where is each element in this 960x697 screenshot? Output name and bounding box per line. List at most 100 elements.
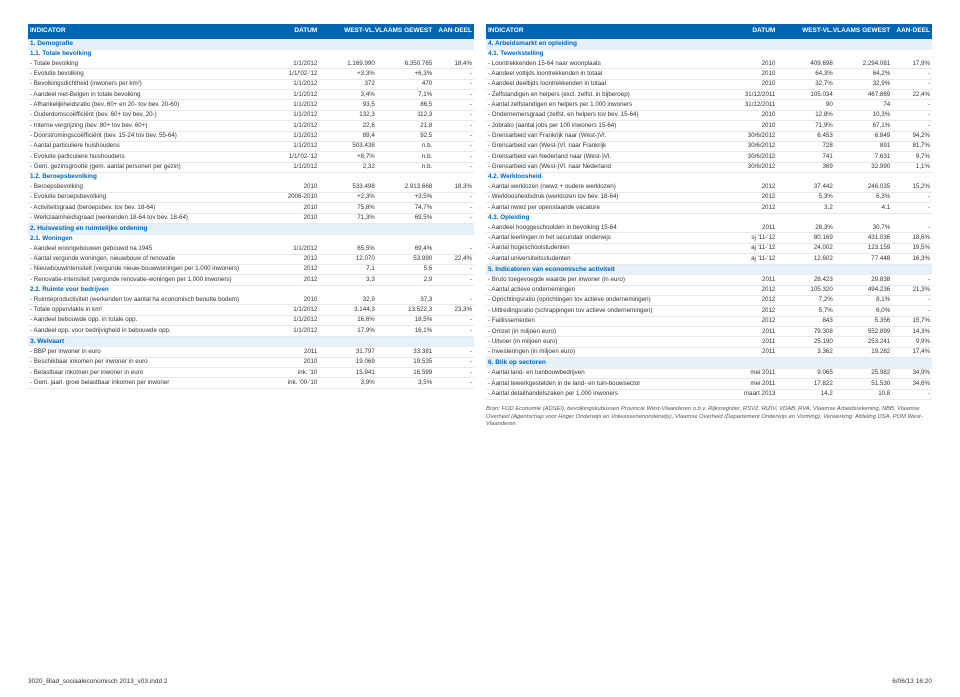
table-row: - Aantal vergunde woningen, nieuwbouw of… [28, 255, 474, 265]
cell: - Aandeel opp. voor bedrijvigheid in beb… [30, 327, 264, 335]
cell: - Interne vergrijzing (bev. 80+ tov bev.… [30, 122, 264, 130]
cell: 30/6/2012 [722, 132, 775, 140]
cell: 28.423 [775, 276, 832, 284]
cell: 105.320 [775, 286, 832, 294]
cell: 2010 [722, 70, 775, 78]
cell: - Jobratio (aantal jobs per 100 inwoners… [488, 122, 722, 130]
cell: 31/12/2011 [722, 91, 775, 99]
cell: - Aandeel hooggeschoolden in bevolking 1… [488, 224, 722, 232]
cell: mei 2011 [722, 369, 775, 377]
footer: 3020_Blad_sociaaleconomisch 2013_v03.ind… [28, 678, 932, 685]
table-row: - Investeringen (in miljoen euro)20113.3… [486, 348, 932, 358]
cell: ink. '10 [264, 369, 317, 377]
table-row: - Ouderdomscoëfficiënt (bev. 60+ tov bev… [28, 111, 474, 121]
cell: - Bevolkingsdichtheid (inwoners per km²) [30, 80, 264, 88]
cell: - [432, 245, 472, 253]
table-row: - Renovatie-intensiteit (vergunde renova… [28, 275, 474, 285]
cell: - Doorstromingscoëfficiënt (bev. 15-24 t… [30, 132, 264, 140]
cell: 22,4% [890, 91, 930, 99]
cell: 12.070 [317, 255, 374, 263]
table-row: - Evolutie bevolking1/1/'02-'12+3,3%+6,3… [28, 69, 474, 79]
table-row: - Evolutie particuliere huishoudens1/1/'… [28, 152, 474, 162]
cell: 1/1/2012 [264, 327, 317, 335]
cell: - Aandeel woongebouwen gebouwd na 1945 [30, 245, 264, 253]
cell: 2,32 [317, 163, 374, 171]
cell: 2010 [264, 214, 317, 222]
cell: - Werkloosheidsdruk (werklozen tov bev. … [488, 193, 722, 201]
table-row: - Ruimteproductiviteit (werkenden tov aa… [28, 295, 474, 305]
cell: 81,7% [890, 142, 930, 150]
hdr-datum: DATUM [264, 27, 317, 36]
cell: - [432, 193, 472, 201]
table-row: - Aandeel niet-Belgen in totale bevolkin… [28, 90, 474, 100]
cell: 2010 [264, 204, 317, 212]
source-text: Bron: FOD Economie (ADSEI), bevolkingsku… [486, 406, 932, 429]
cell: 246.035 [833, 183, 890, 191]
cell: 132,3 [317, 111, 374, 119]
cell: 29.838 [833, 276, 890, 284]
cell: - Aantal particuliere huishoudens [30, 142, 264, 150]
table-row: - Grensarbeid van Nederland naar (West-)… [486, 152, 932, 162]
table-row: - Aandeel voltijds loontrekkenden in tot… [486, 69, 932, 79]
cell: 533.498 [317, 183, 374, 191]
table-row: - Aantal hogeschoolstudentenaj '11-'1224… [486, 244, 932, 254]
section-3: 3. Welvaart [28, 337, 474, 348]
cell: - Uitvoer (in miljoen euro) [488, 338, 722, 346]
cell: 33.381 [375, 348, 432, 356]
cell: - Nieuwbouwintensiteit (vergunde nieuw-b… [30, 265, 264, 273]
cell: - Aantal werklozen (nwwz + oudere werklo… [488, 183, 722, 191]
right-column: INDICATOR DATUM WEST-VL. VLAAMS GEWEST A… [486, 24, 932, 429]
cell: - Aantal leerlingen in het secundair ond… [488, 234, 722, 242]
cell: 90 [775, 101, 832, 109]
cell: 1/1/2012 [264, 60, 317, 68]
cell: 31.797 [317, 348, 374, 356]
table-row: - Totale bevolking1/1/20121.169.9906.350… [28, 59, 474, 69]
table-row: - Doorstromingscoëfficiënt (bev. 15-24 t… [28, 132, 474, 142]
cell: 5.356 [833, 317, 890, 325]
cell: - [432, 132, 472, 140]
cell: 4,1 [833, 204, 890, 212]
cell: 16,6% [317, 316, 374, 324]
cell: - Aantal land- en tuinbouwbedrijven [488, 369, 722, 377]
cell: - [432, 348, 472, 356]
cell: n.b. [375, 142, 432, 150]
cell: 18,4% [432, 60, 472, 68]
cell: 1/1/2012 [264, 142, 317, 150]
cell: - [432, 214, 472, 222]
cell: 19.069 [317, 358, 374, 366]
cell: 1/1/2012 [264, 163, 317, 171]
cell: - [432, 70, 472, 78]
cell: 51.530 [833, 380, 890, 388]
section-1: 1. Demografie [28, 39, 474, 50]
cell: 69,5% [375, 214, 432, 222]
cell: - [432, 379, 472, 387]
cell: - Aandeel deeltijds loontrekkenden in to… [488, 80, 722, 88]
cell: 6.453 [775, 132, 832, 140]
table-row: - Beschikbaar inkomen per inwoner in eur… [28, 358, 474, 368]
cell: - [432, 369, 472, 377]
cell: 5,7% [775, 307, 832, 315]
table-row: - Aantal tewerkgestelden in de land- en … [486, 379, 932, 389]
cell: 2011 [722, 348, 775, 356]
cell: - Beschikbaar inkomen per inwoner in eur… [30, 358, 264, 366]
cell: 37,3 [375, 296, 432, 304]
cell: 17,9% [317, 327, 374, 335]
cell: 16.599 [375, 369, 432, 377]
cell: 2010 [264, 296, 317, 304]
cell: - [890, 224, 930, 232]
cell: - [432, 163, 472, 171]
cell: - Aantal nwwz per openstaande vacature [488, 204, 722, 212]
table-row: - Jobratio (aantal jobs per 100 inwoners… [486, 121, 932, 131]
cell: 67,1% [833, 122, 890, 130]
cell: 552.899 [833, 328, 890, 336]
section-2: 2. Huisvesting en ruimtelijke ordening [28, 224, 474, 235]
cell: 71,3% [317, 214, 374, 222]
section-6: 6. Blik op sectoren [486, 358, 932, 369]
cell: - [432, 101, 472, 109]
table-row: - Omzet (in miljoen euro)201179.308552.8… [486, 327, 932, 337]
cell: 5,3% [775, 193, 832, 201]
cell: 23,3% [432, 306, 472, 314]
footer-left: 3020_Blad_sociaaleconomisch 2013_v03.ind… [28, 678, 168, 685]
cell: 16,3% [890, 255, 930, 263]
cell: 80.169 [775, 234, 832, 242]
